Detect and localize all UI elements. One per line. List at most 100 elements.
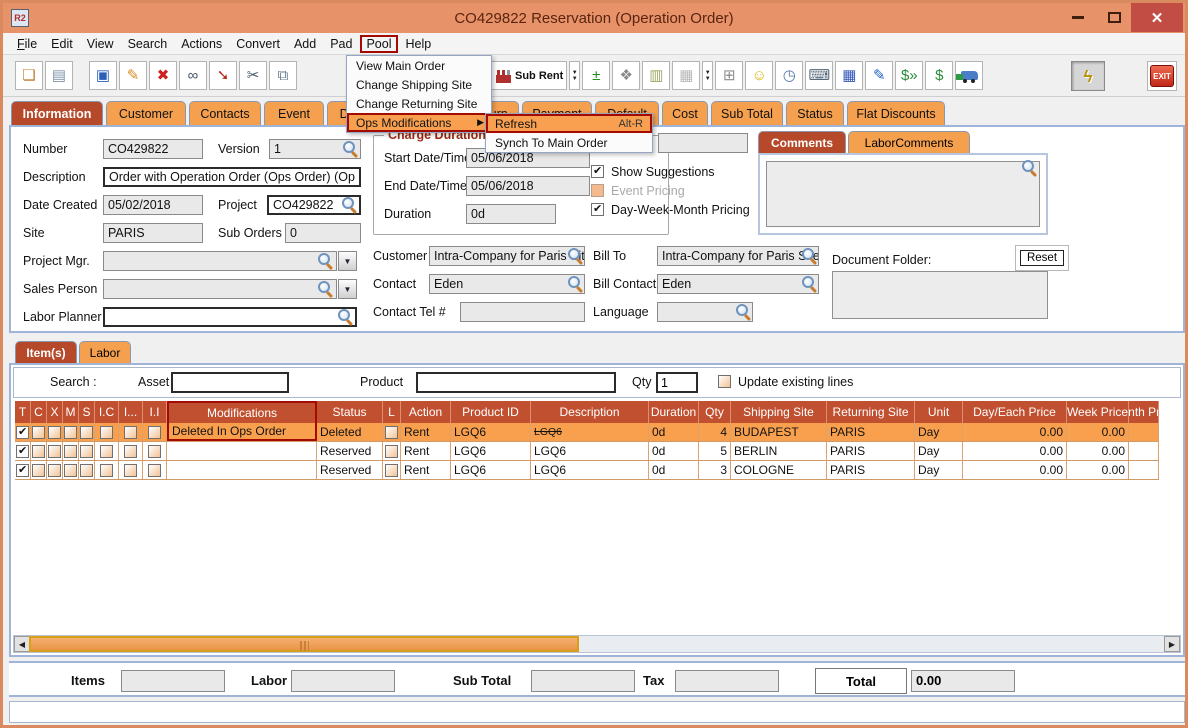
- menu-item-pad[interactable]: Pad: [330, 36, 353, 51]
- customer-search-icon[interactable]: [567, 247, 584, 264]
- column-header-returning-site[interactable]: Returning Site: [827, 401, 915, 423]
- scroll-right-button[interactable]: ▶: [1164, 636, 1180, 652]
- column-header-qty[interactable]: Qty: [699, 401, 731, 423]
- menu-item-search[interactable]: Search: [127, 36, 168, 51]
- menu-item-add[interactable]: Add: [293, 36, 317, 51]
- document-folder-textarea[interactable]: [832, 271, 1048, 319]
- row-checkbox-i.i[interactable]: [148, 425, 161, 439]
- notes-button[interactable]: ▥: [642, 61, 671, 90]
- row-checkbox-i...[interactable]: [124, 425, 137, 439]
- sales-person-dropdown[interactable]: ▼: [338, 279, 357, 299]
- row-checkbox-s[interactable]: [80, 444, 93, 458]
- column-header-product-id[interactable]: Product ID: [451, 401, 531, 423]
- tab-comments[interactable]: Comments: [758, 131, 846, 153]
- row-checkbox-i.c[interactable]: [100, 425, 113, 439]
- column-header-s[interactable]: S: [79, 401, 95, 423]
- project-mgr-search-icon[interactable]: [317, 252, 334, 269]
- row-checkbox-c[interactable]: [32, 463, 45, 477]
- quick-action-button[interactable]: ϟ: [1071, 61, 1105, 91]
- menu-item-file[interactable]: File: [17, 36, 38, 51]
- row-checkbox-l[interactable]: [385, 444, 398, 458]
- comments-search-icon[interactable]: [1021, 159, 1038, 176]
- history-button[interactable]: ◷: [775, 61, 804, 90]
- column-header-t[interactable]: T: [15, 401, 31, 423]
- add-item-button[interactable]: ±: [582, 61, 611, 90]
- column-header-i-[interactable]: I...: [119, 401, 143, 423]
- submenu-item-synch-to-main-order[interactable]: Synch To Main Order: [495, 135, 608, 150]
- column-header-week-price[interactable]: Week Price: [1067, 401, 1129, 423]
- menu-item-convert[interactable]: Convert: [236, 36, 280, 51]
- column-header-m[interactable]: M: [63, 401, 79, 423]
- row-checkbox-m[interactable]: [64, 425, 77, 439]
- delete-button[interactable]: ✖: [149, 61, 177, 90]
- scroll-left-button[interactable]: ◀: [14, 636, 30, 652]
- row-checkbox-t[interactable]: [16, 425, 29, 439]
- row-checkbox-i...[interactable]: [124, 463, 137, 477]
- pool-menu-item-change-returning-site[interactable]: Change Returning Site: [356, 96, 478, 111]
- project-search-icon[interactable]: [341, 196, 358, 213]
- table-row[interactable]: ReservedRentLGQ6LGQ60d3COLOGNEPARISDay0.…: [15, 461, 1159, 480]
- pool-menu-item-ops-modifications[interactable]: Ops Modifications ▶: [347, 113, 491, 132]
- row-checkbox-x[interactable]: [48, 425, 61, 439]
- row-checkbox-s[interactable]: [80, 425, 93, 439]
- tab-flat-discounts[interactable]: Flat Discounts: [847, 101, 945, 125]
- column-header-l[interactable]: L: [383, 401, 401, 423]
- scrollbar-thumb[interactable]: [29, 636, 579, 652]
- tab-items[interactable]: Item(s): [15, 341, 77, 363]
- product-input[interactable]: [416, 372, 616, 393]
- exit-button[interactable]: EXIT: [1147, 61, 1177, 91]
- labor-planner-input[interactable]: [103, 307, 357, 327]
- availability-button[interactable]: ❖: [612, 61, 641, 90]
- row-checkbox-c[interactable]: [32, 444, 45, 458]
- row-checkbox-t[interactable]: [16, 444, 29, 458]
- dwm-pricing-checkbox[interactable]: [591, 202, 604, 216]
- column-header-x[interactable]: X: [47, 401, 63, 423]
- sub-rent-button[interactable]: Sub Rent: [491, 61, 568, 90]
- sales-person-search-icon[interactable]: [317, 280, 334, 297]
- column-header-day-each-price[interactable]: Day/Each Price: [963, 401, 1067, 423]
- column-header-i-i[interactable]: I.I: [143, 401, 167, 423]
- minimize-button[interactable]: [1063, 3, 1093, 32]
- bill-contact-search-icon[interactable]: [801, 275, 818, 292]
- close-button[interactable]: ✕: [1131, 3, 1183, 32]
- asset-input[interactable]: [171, 372, 289, 393]
- save-button[interactable]: ▣: [89, 61, 117, 90]
- comments-textarea[interactable]: [766, 161, 1040, 227]
- row-checkbox-i...[interactable]: [124, 444, 137, 458]
- pool-menu-item-view-main-order[interactable]: View Main Order: [356, 58, 446, 73]
- copy-button[interactable]: ⧉: [269, 61, 297, 90]
- show-suggestions-checkbox[interactable]: [591, 164, 604, 178]
- bill-to-search-icon[interactable]: [801, 247, 818, 264]
- tab-information[interactable]: Information: [11, 101, 103, 125]
- row-checkbox-m[interactable]: [64, 444, 77, 458]
- print-button[interactable]: ▤: [45, 61, 73, 90]
- column-header-action[interactable]: Action: [401, 401, 451, 423]
- row-checkbox-l[interactable]: [385, 425, 398, 439]
- row-checkbox-i.c[interactable]: [100, 444, 113, 458]
- reset-button[interactable]: Reset: [1019, 250, 1065, 266]
- hierarchy-button[interactable]: ⊞: [715, 61, 744, 90]
- menu-item-view[interactable]: View: [86, 36, 114, 51]
- tab-customer[interactable]: Customer: [106, 101, 186, 125]
- menu-item-pool[interactable]: Pool: [360, 34, 398, 53]
- row-checkbox-i.i[interactable]: [148, 463, 161, 477]
- column-header-unit[interactable]: Unit: [915, 401, 963, 423]
- update-existing-checkbox[interactable]: [718, 375, 731, 388]
- shortcut-key-button[interactable]: ⌨: [805, 61, 834, 90]
- column-header-shipping-site[interactable]: Shipping Site: [731, 401, 827, 423]
- row-checkbox-l[interactable]: [385, 463, 398, 477]
- column-header-month-price[interactable]: Month Price: [1129, 401, 1159, 423]
- qty-input[interactable]: [656, 372, 698, 393]
- table-row[interactable]: ReservedRentLGQ6LGQ60d5BERLINPARISDay0.0…: [15, 442, 1159, 461]
- column-header-i-c[interactable]: I.C: [95, 401, 119, 423]
- calendar-button[interactable]: ▦: [672, 61, 701, 90]
- tab-status[interactable]: Status: [786, 101, 844, 125]
- convert-button[interactable]: ➘: [209, 61, 237, 90]
- tab-event[interactable]: Event: [264, 101, 324, 125]
- packages-button[interactable]: ▦: [835, 61, 864, 90]
- column-header-modifications[interactable]: Modifications: [167, 401, 317, 423]
- tab-contacts[interactable]: Contacts: [189, 101, 261, 125]
- row-checkbox-x[interactable]: [48, 463, 61, 477]
- row-checkbox-s[interactable]: [80, 463, 93, 477]
- tab-sub-total[interactable]: Sub Total: [711, 101, 783, 125]
